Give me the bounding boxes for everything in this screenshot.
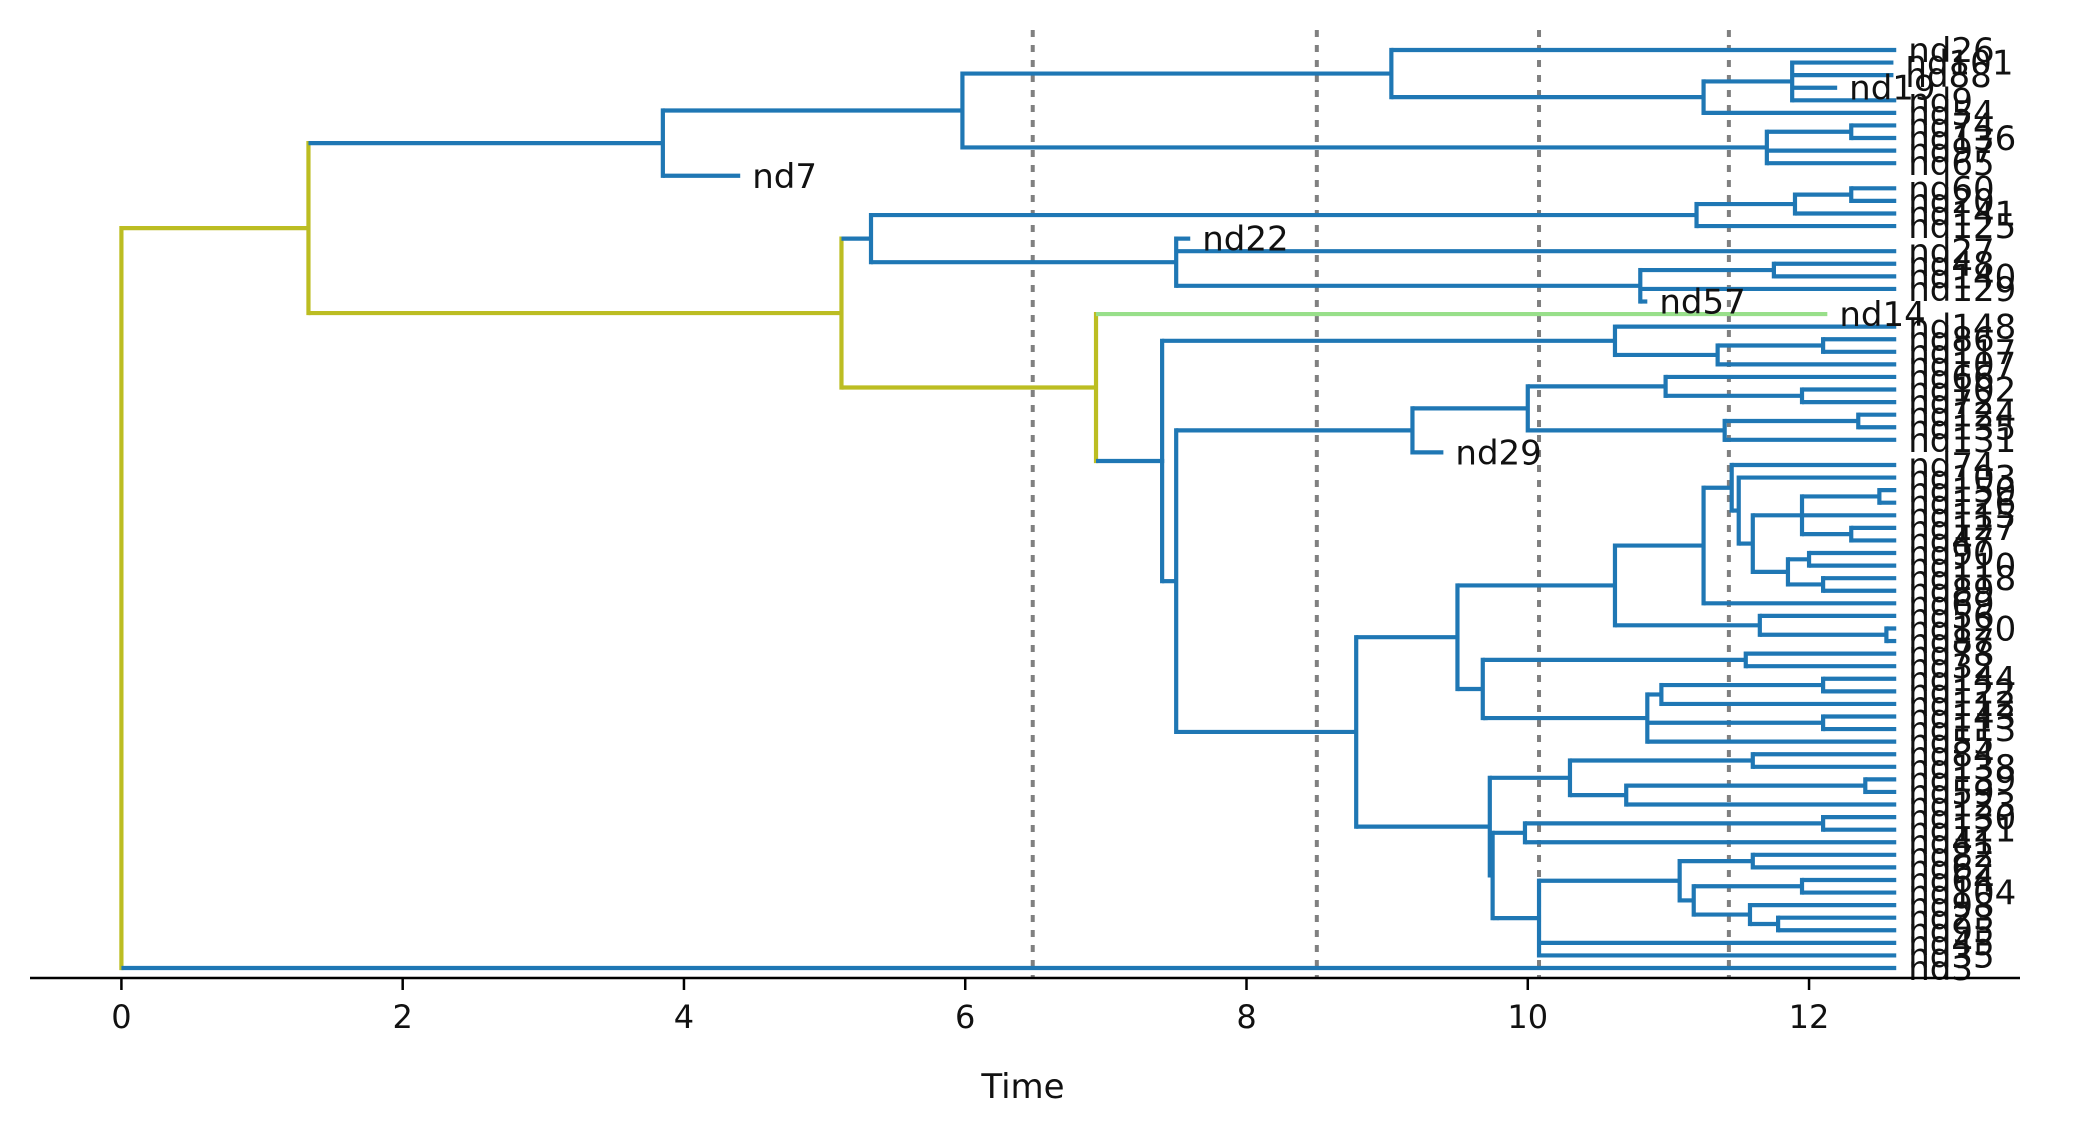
tip-label-nd78: nd78 (1908, 635, 1994, 675)
x-tick-label-8: 8 (1236, 998, 1256, 1036)
x-tick-label-2: 2 (393, 998, 413, 1036)
tip-label-nd88: nd88 (1905, 56, 1991, 96)
x-axis: 0 2 4 6 8 10 12 (30, 976, 2020, 1036)
tip-label-nd129: nd129 (1908, 270, 2016, 310)
tip-label-nd101: nd101 (1905, 44, 2013, 84)
tree-branches (119, 47, 1897, 971)
tip-label-nd126: nd126 (1908, 484, 2016, 524)
tip-label-nd32: nd32 (1908, 647, 1994, 687)
tip-label-nd138: nd138 (1908, 748, 2016, 788)
tip-label-nd54: nd54 (1908, 94, 1994, 134)
tip-label-nd103: nd103 (1908, 459, 2016, 499)
tip-label-nd115: nd115 (1908, 496, 2016, 536)
tip-label-nd69: nd69 (1908, 584, 1994, 624)
tip-label-nd122: nd122 (1908, 672, 2016, 712)
tip-label-nd143: nd143 (1908, 697, 2016, 737)
tip-label-nd72: nd72 (1908, 383, 1994, 423)
tip-label-nd124: nd124 (1908, 396, 2016, 436)
tip-label-nd89: nd89 (1908, 572, 1994, 612)
x-tick-label-6: 6 (955, 998, 975, 1036)
tip-label-nd62: nd62 (1908, 848, 1994, 888)
tip-label-nd19: nd19 (1849, 69, 1935, 109)
tip-label-nd27: nd27 (1908, 232, 1994, 272)
tip-label-nd148: nd148 (1908, 308, 2016, 348)
tip-label-nd150: nd150 (1908, 471, 2016, 511)
tip-label-nd121: nd121 (1908, 811, 2016, 851)
tip-label-nd82: nd82 (1908, 836, 1994, 876)
tip-label-nd47: nd47 (1908, 521, 1994, 561)
x-tick-label-10: 10 (1507, 998, 1548, 1036)
tip-label-nd84: nd84 (1908, 735, 1994, 775)
tip-label-nd23: nd23 (1908, 899, 1994, 939)
tip-label-nd35: nd35 (1908, 936, 1994, 976)
tip-label-nd117: nd117 (1908, 333, 2016, 373)
tip-label-nd22: nd22 (1202, 220, 1288, 260)
tip-label-nd74b: nd74 (1908, 446, 1994, 486)
tip-label-nd3: nd3 (1908, 949, 1973, 989)
tip-label-nd90: nd90 (1908, 534, 1994, 574)
tip-label-nd127: nd127 (1908, 509, 2016, 549)
tip-label-nd104: nd104 (1908, 874, 2016, 914)
tip-label-nd57: nd57 (1659, 283, 1745, 323)
tip-label-nd98: nd98 (1908, 886, 1994, 926)
tip-label-nd135: nd135 (1908, 408, 2016, 448)
tip-label-nd20: nd20 (1908, 182, 1994, 222)
tip-label-nd7: nd7 (752, 157, 817, 197)
tip-label-nd118: nd118 (1908, 559, 2016, 599)
tip-label-nd55: nd55 (1908, 723, 1994, 763)
x-axis-title: Time (980, 1067, 1064, 1107)
tip-label-nd110: nd110 (1908, 547, 2016, 587)
tip-label-nd65: nd65 (1908, 144, 1994, 184)
tip-label-nd95: nd95 (1908, 911, 1994, 951)
tip-label-nd141: nd141 (1908, 194, 2016, 234)
tip-label-nd125: nd125 (1908, 207, 2016, 247)
tip-label-nd120: nd120 (1908, 609, 2016, 649)
tip-label-nd60: nd60 (1908, 169, 1994, 209)
tip-label-nd86: nd86 (1908, 320, 1994, 360)
tip-label-nd144: nd144 (1908, 660, 2016, 700)
tip-label-nd140: nd140 (1908, 257, 2016, 297)
tip-label-nd102: nd102 (1908, 371, 2016, 411)
tip-label-nd29: nd29 (1455, 433, 1541, 473)
tip-label-nd74: nd74 (1908, 106, 1994, 146)
tip-label-nd48: nd48 (1908, 245, 1994, 285)
reference-lines (1030, 30, 1731, 978)
tip-label-nd139: nd139 (1908, 760, 2016, 800)
x-tick-label-4: 4 (674, 998, 694, 1036)
tip-label-nd87: nd87 (1908, 622, 1994, 662)
tip-label-nd14: nd14 (1839, 295, 1925, 335)
tip-label-nd45: nd45 (1908, 924, 1994, 964)
tip-label-nd107: nd107 (1908, 345, 2016, 385)
tip-labels: nd26nd101nd88nd19nd9nd54nd74nd136nd97nd6… (752, 31, 2016, 989)
tip-label-nd9: nd9 (1908, 81, 1973, 121)
x-tick-label-12: 12 (1789, 998, 1830, 1036)
tip-label-nd56: nd56 (1908, 597, 1994, 637)
tip-label-nd112: nd112 (1908, 685, 2016, 725)
tip-label-nd113: nd113 (1908, 710, 2016, 750)
tip-label-nd41: nd41 (1908, 823, 1994, 863)
tip-label-nd123: nd123 (1908, 786, 2016, 826)
tip-label-nd64: nd64 (1908, 861, 1994, 901)
tip-label-nd131: nd131 (1908, 421, 2016, 461)
tip-label-nd66: nd66 (1908, 358, 1994, 398)
tip-label-nd26: nd26 (1908, 31, 1994, 71)
tip-label-nd97: nd97 (1908, 132, 1994, 172)
x-tick-label-0: 0 (111, 998, 131, 1036)
tip-label-nd130: nd130 (1908, 798, 2016, 838)
tip-label-nd59: nd59 (1908, 773, 1994, 813)
tip-label-nd136: nd136 (1908, 119, 2016, 159)
